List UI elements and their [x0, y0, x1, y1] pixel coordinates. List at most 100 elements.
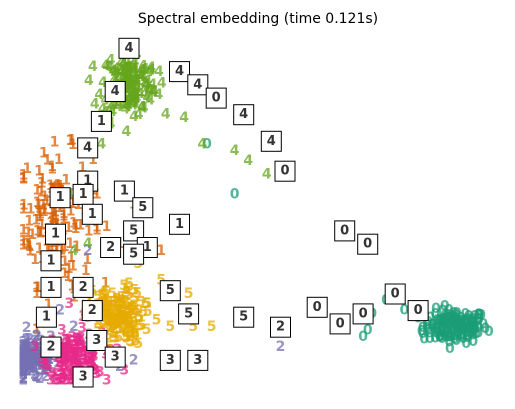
digit-point-4: 4: [105, 60, 115, 76]
digit-point-5: 5: [115, 313, 125, 329]
digit-point-3: 3: [55, 355, 65, 371]
digit-point-5: 5: [116, 313, 126, 329]
digit-point-5: 5: [99, 302, 109, 318]
digit-point-0: 0: [423, 314, 433, 330]
digit-point-4: 4: [113, 99, 123, 115]
digit-point-5: 5: [104, 313, 114, 329]
digit-point-1: 1: [34, 197, 44, 213]
digit-point-5: 5: [130, 291, 140, 307]
thumbnail-box: [132, 197, 154, 219]
digit-point-2: 2: [21, 339, 31, 355]
digit-point-5: 5: [130, 282, 140, 298]
digit-point-5: 5: [134, 318, 144, 334]
digit-point-4: 4: [124, 60, 134, 76]
digit-point-0: 0: [433, 317, 443, 333]
digit-point-0: 0: [448, 312, 458, 328]
digit-point-3: 3: [59, 350, 69, 366]
digit-point-0: 0: [461, 307, 471, 323]
digit-point-2: 2: [30, 352, 40, 368]
digit-point-4: 4: [121, 61, 131, 77]
digit-point-5: 5: [131, 334, 141, 350]
digit-point-4: 4: [128, 73, 138, 89]
digit-point-1: 1: [67, 132, 77, 148]
digit-point-0: 0: [422, 317, 432, 333]
digit-point-4: 4: [124, 78, 134, 94]
digit-point-5: 5: [101, 321, 111, 337]
digit-point-1: 1: [19, 233, 29, 249]
digit-point-2: 2: [21, 334, 31, 350]
thumbnail-digit-1: 1: [83, 174, 92, 189]
digit-point-2: 2: [83, 243, 93, 259]
digit-point-2: 2: [24, 358, 34, 374]
digit-point-0: 0: [445, 311, 455, 327]
digit-point-5: 5: [129, 301, 139, 317]
digit-point-2: 2: [29, 360, 39, 376]
digit-point-1: 1: [32, 280, 42, 296]
digit-point-5: 5: [139, 304, 149, 320]
digit-point-0: 0: [447, 311, 457, 327]
digit-point-2: 2: [48, 368, 58, 384]
digit-point-3: 3: [89, 362, 99, 378]
digit-point-3: 3: [56, 355, 66, 371]
digit-point-0: 0: [463, 311, 473, 327]
thumbnail-box: [45, 223, 66, 245]
digit-point-3: 3: [75, 345, 85, 361]
digit-point-2: 2: [37, 356, 47, 372]
digit-point-2: 2: [29, 345, 39, 361]
digit-point-0: 0: [358, 329, 368, 345]
digit-point-3: 3: [57, 344, 67, 360]
digit-point-3: 3: [60, 351, 70, 367]
digit-point-0: 0: [431, 301, 441, 317]
digit-point-3: 3: [87, 346, 97, 362]
digit-point-1: 1: [47, 203, 57, 219]
digit-point-5: 5: [109, 318, 119, 334]
digit-point-3: 3: [49, 370, 59, 386]
digit-point-5: 5: [115, 321, 125, 337]
digit-point-2: 2: [19, 352, 29, 368]
digit-point-3: 3: [66, 346, 76, 362]
digit-point-1: 1: [39, 204, 49, 220]
thumbnail-box: [72, 366, 94, 388]
digit-point-2: 2: [35, 354, 45, 370]
digit-point-1: 1: [49, 204, 59, 220]
digit-point-0: 0: [474, 312, 484, 328]
digit-point-0: 0: [440, 325, 450, 341]
digit-point-5: 5: [112, 294, 122, 310]
digit-point-3: 3: [77, 321, 87, 337]
digit-thumbnail: 5: [123, 220, 145, 242]
digit-point-5: 5: [118, 305, 128, 321]
digit-point-0: 0: [431, 317, 441, 333]
digit-point-3: 3: [57, 367, 67, 383]
digit-point-5: 5: [106, 311, 116, 327]
digit-point-0: 0: [460, 314, 470, 330]
digit-point-1: 1: [19, 171, 29, 187]
digit-point-4: 4: [127, 79, 137, 95]
digit-point-2: 2: [22, 331, 32, 347]
digit-point-1: 1: [19, 222, 29, 238]
digit-point-2: 2: [28, 351, 38, 367]
digit-thumbnail: 4: [260, 130, 282, 152]
digit-point-4: 4: [120, 65, 130, 81]
digit-point-5: 5: [105, 314, 115, 330]
thumbnail-digit-4: 4: [239, 107, 248, 122]
digit-point-4: 4: [121, 97, 131, 113]
digit-point-4: 4: [129, 98, 139, 114]
digit-point-1: 1: [38, 172, 48, 188]
thumbnail-box: [81, 300, 103, 322]
digit-point-2: 2: [45, 352, 55, 368]
digit-point-4: 4: [198, 137, 208, 153]
digit-point-3: 3: [89, 345, 99, 361]
digit-thumbnail: 0: [306, 296, 328, 318]
digit-point-2: 2: [53, 356, 63, 372]
digit-point-3: 3: [67, 369, 77, 385]
digit-thumbnail: 1: [45, 223, 66, 245]
digit-point-1: 1: [82, 252, 92, 268]
digit-point-2: 2: [19, 371, 29, 387]
digit-point-3: 3: [70, 350, 80, 366]
digit-point-3: 3: [64, 332, 74, 348]
digit-point-1: 1: [40, 202, 50, 218]
digit-point-1: 1: [42, 193, 52, 209]
digit-point-0: 0: [454, 327, 464, 343]
digit-point-2: 2: [19, 338, 29, 354]
digit-point-5: 5: [126, 321, 136, 337]
